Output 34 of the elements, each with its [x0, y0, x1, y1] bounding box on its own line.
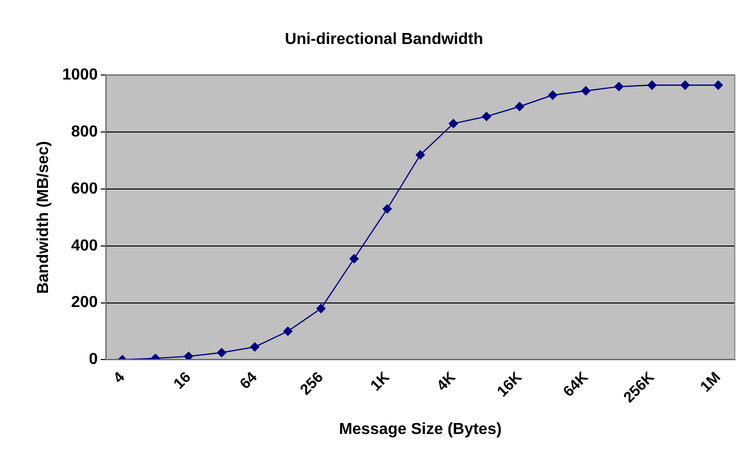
y-tick-label: 800 — [71, 124, 98, 141]
point — [250, 342, 260, 352]
y-tick-label: 1000 — [62, 66, 98, 84]
x-axis-title: Message Size (Bytes) — [338, 420, 502, 438]
x-tick-label: 64K — [560, 368, 592, 400]
chart-title: Uni-directional Bandwidth — [284, 31, 484, 48]
y-tick-label: 600 — [71, 180, 98, 198]
point — [416, 150, 425, 160]
x-tick-label: 4K — [434, 368, 460, 394]
point — [515, 102, 524, 112]
point — [482, 112, 492, 122]
x-tick-label: 16 — [170, 368, 194, 393]
point — [382, 204, 392, 214]
point — [349, 254, 359, 264]
x-tick-label: 4 — [110, 368, 129, 387]
point — [316, 304, 326, 314]
y-tick-label: 0 — [88, 351, 98, 368]
point — [714, 80, 723, 90]
point — [548, 90, 558, 100]
point — [647, 80, 657, 90]
point — [581, 86, 590, 96]
y-tick-label: 200 — [71, 294, 98, 312]
point — [680, 80, 690, 90]
point — [184, 352, 194, 360]
point — [283, 326, 292, 336]
x-tick-label: 1K — [367, 368, 394, 394]
point — [448, 118, 458, 128]
y-axis-title: Bandwidth (MB/sec) — [35, 141, 52, 294]
x-tick-label: 256 — [297, 368, 327, 399]
x-tick-label: 64 — [236, 368, 261, 393]
y-tick-label: 400 — [71, 237, 98, 254]
point — [614, 82, 624, 92]
point — [217, 348, 226, 358]
x-tick-label: 1M — [697, 368, 724, 396]
